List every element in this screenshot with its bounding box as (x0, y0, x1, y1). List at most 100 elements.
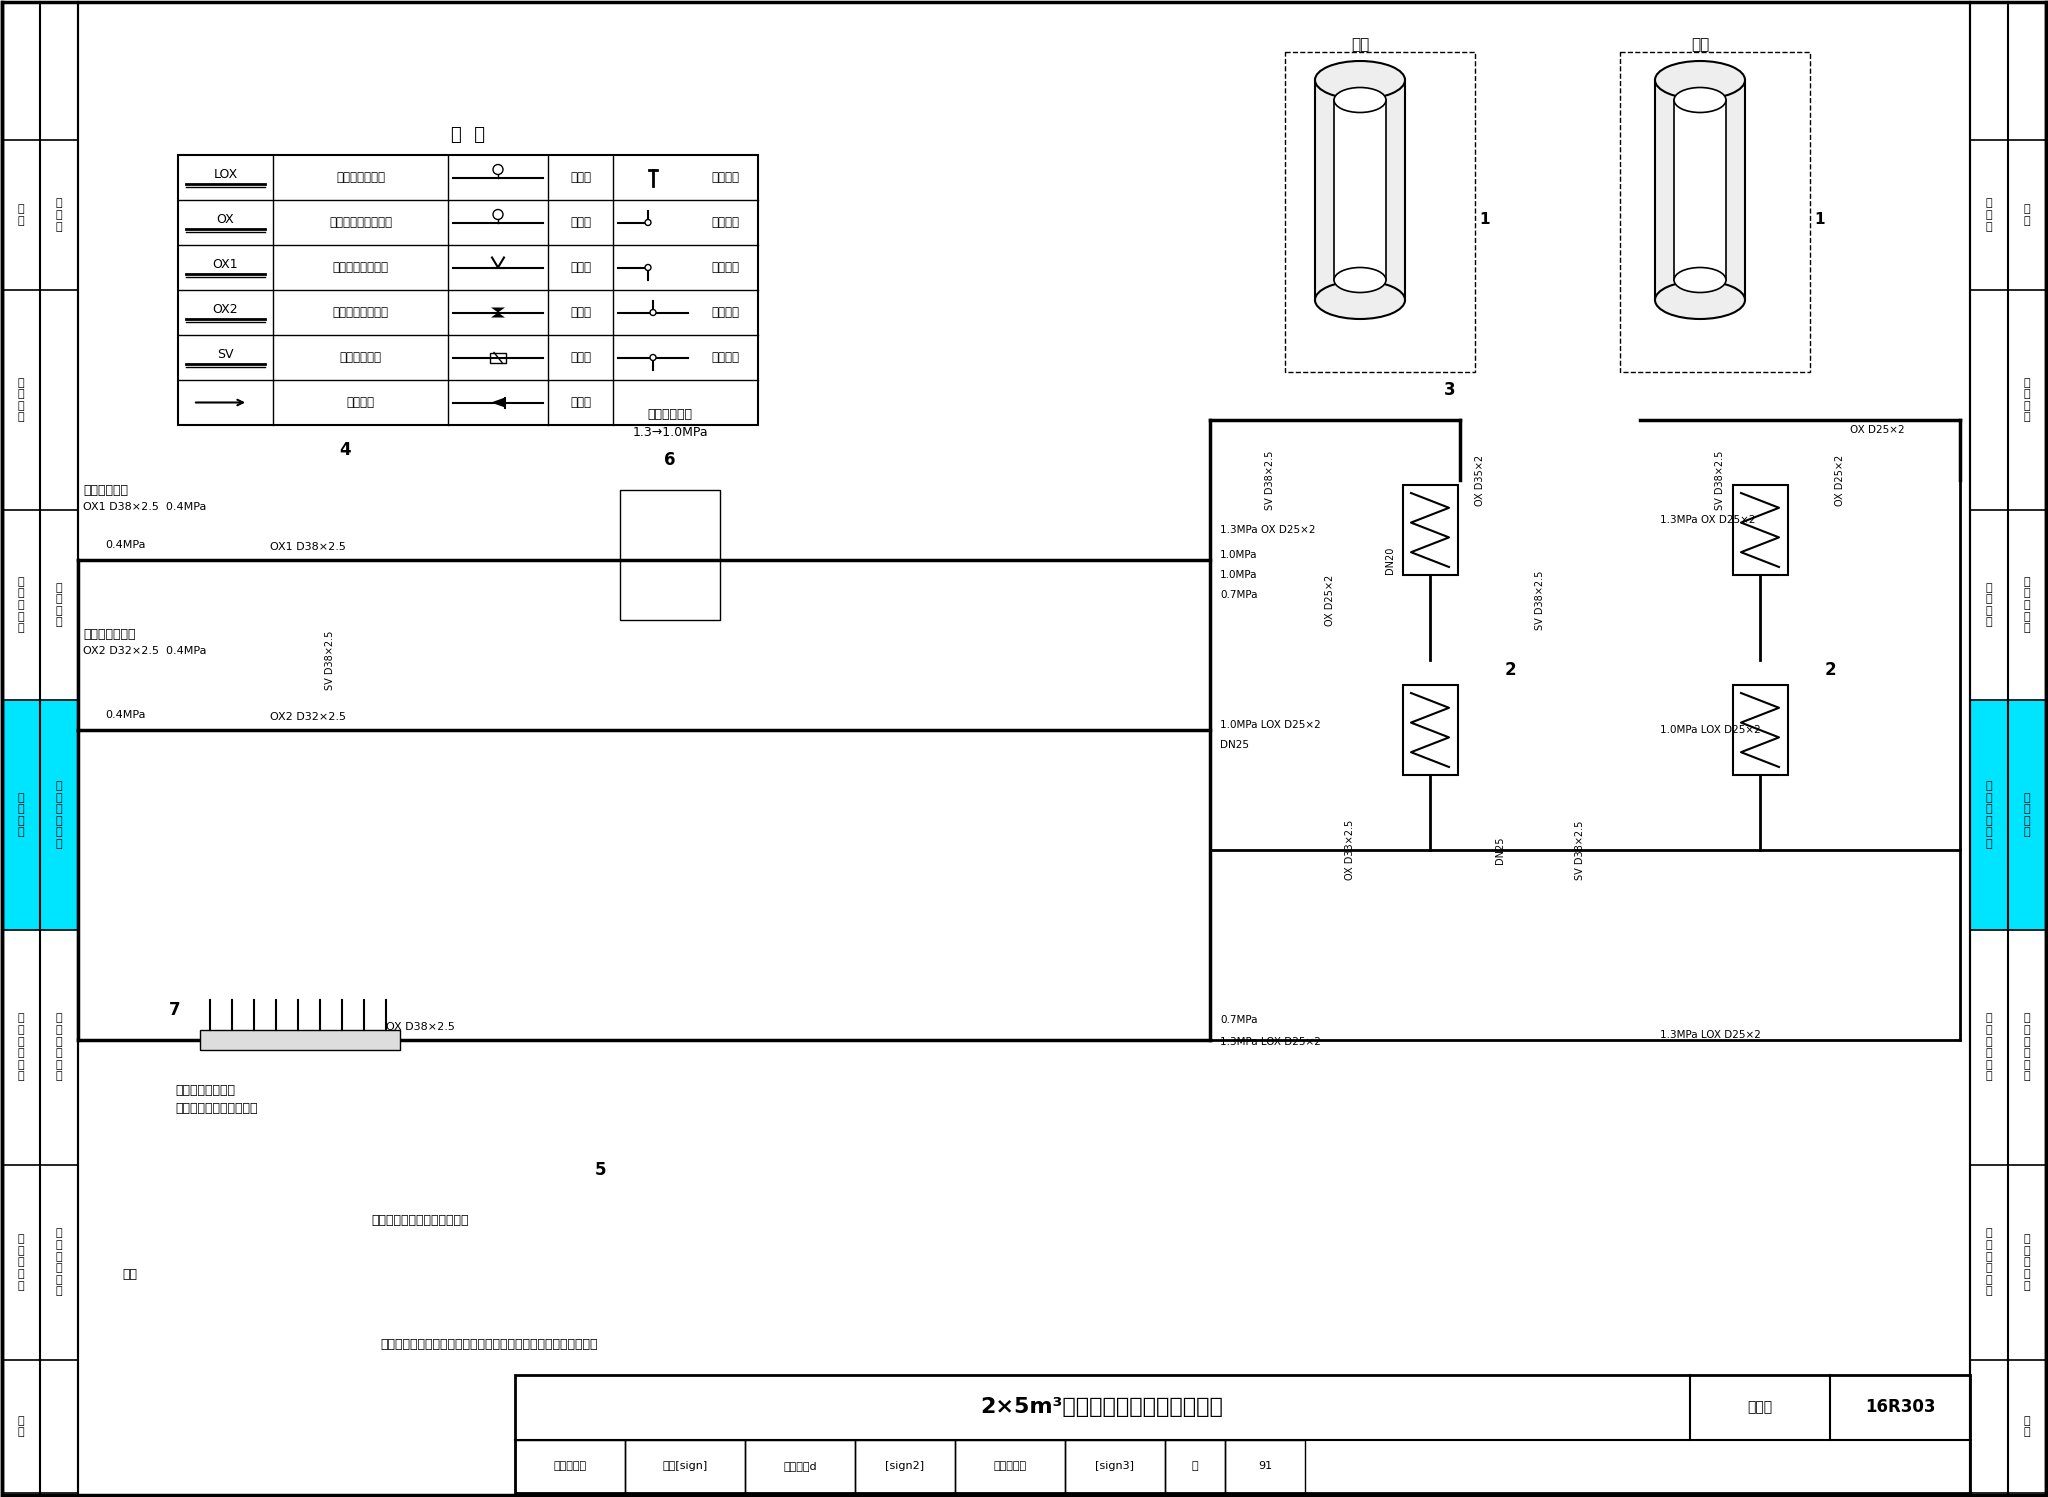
Text: OX D33×2.5: OX D33×2.5 (1346, 820, 1356, 880)
Text: 1.0MPa LOX D25×2: 1.0MPa LOX D25×2 (1221, 720, 1321, 731)
Ellipse shape (649, 310, 655, 316)
Bar (1733, 485, 1788, 575)
Text: 医
用
气
体
站
房: 医 用 气 体 站 房 (1987, 781, 1993, 849)
Text: 医
用
气
体
站
房: 医 用 气 体 站 房 (55, 781, 61, 849)
Text: 附
录: 附 录 (18, 1416, 25, 1437)
Text: 过滤器: 过滤器 (569, 350, 592, 364)
Text: 16R303: 16R303 (1866, 1398, 1935, 1416)
Text: OX D35×2: OX D35×2 (1475, 455, 1485, 506)
Text: 氧气管（液态）: 氧气管（液态） (336, 171, 385, 184)
Text: 医
用
气
体
设
计: 医 用 气 体 设 计 (55, 1229, 61, 1296)
Text: 图  例: 图 例 (451, 126, 485, 144)
Ellipse shape (494, 165, 504, 175)
Bar (954, 1440, 1065, 1493)
Bar (745, 1440, 854, 1493)
Text: DN20: DN20 (1384, 546, 1395, 573)
Text: 1.3MPa OX D25×2: 1.3MPa OX D25×2 (1661, 515, 1755, 525)
Text: 设
计
实
例: 设 计 实 例 (18, 792, 25, 837)
Text: [sign3]: [sign3] (1096, 1461, 1135, 1472)
Text: 医用氧气专用管路: 医用氧气专用管路 (332, 305, 389, 319)
Text: 常用: 常用 (1352, 37, 1370, 52)
Text: 制
说
明: 制 说 明 (55, 199, 61, 232)
Text: 末
端
应
用
示
例: 末 端 应 用 示 例 (18, 1013, 25, 1081)
Bar (1733, 686, 1788, 775)
Text: LOX: LOX (213, 168, 238, 181)
Text: 自力式调节阀: 自力式调节阀 (647, 409, 692, 422)
Text: 医
用
气
体
设
计: 医 用 气 体 设 计 (1987, 1229, 1993, 1296)
Ellipse shape (1315, 281, 1405, 319)
Text: 1.0MPa LOX D25×2: 1.0MPa LOX D25×2 (1661, 725, 1761, 735)
Ellipse shape (1315, 61, 1405, 99)
Text: 2×5m³液氧贮罐液氧站工艺系统图: 2×5m³液氧贮罐液氧站工艺系统图 (981, 1397, 1223, 1418)
Text: OX2 D32×2.5  0.4MPa: OX2 D32×2.5 0.4MPa (84, 647, 207, 656)
Bar (1065, 1440, 1165, 1493)
Text: 与
施
工
说
明: 与 施 工 说 明 (2023, 1235, 2030, 1290)
Ellipse shape (645, 220, 651, 226)
Text: 安全阀放空管: 安全阀放空管 (340, 350, 381, 364)
Text: SV D38×2.5: SV D38×2.5 (1266, 451, 1276, 509)
Bar (1655, 79, 1745, 299)
Ellipse shape (1655, 281, 1745, 319)
Text: 1: 1 (1481, 213, 1491, 228)
Text: 常闭: 常闭 (123, 1268, 137, 1281)
Text: 目
录: 目 录 (2023, 204, 2030, 226)
Text: 接至各用气点: 接至各用气点 (84, 484, 127, 497)
Text: OX1 D38×2.5  0.4MPa: OX1 D38×2.5 0.4MPa (84, 501, 207, 512)
Text: OX1 D38×2.5: OX1 D38×2.5 (270, 542, 346, 552)
Text: 应急备用氧气接自: 应急备用氧气接自 (174, 1084, 236, 1096)
Text: 制图[sign]: 制图[sign] (662, 1461, 709, 1472)
Text: 1.0MPa: 1.0MPa (1221, 570, 1257, 579)
Text: 设
计
技
术: 设 计 技 术 (55, 582, 61, 627)
Bar (854, 1440, 954, 1493)
Text: 5: 5 (594, 1162, 606, 1180)
Bar (1315, 79, 1405, 299)
Text: OX2: OX2 (213, 302, 238, 316)
Text: SV D38×2.5: SV D38×2.5 (1714, 451, 1724, 509)
Polygon shape (492, 307, 506, 317)
Bar (1284, 52, 1475, 371)
Text: 下出三通: 下出三通 (711, 350, 739, 364)
Text: 2: 2 (1825, 662, 1835, 680)
Ellipse shape (1673, 87, 1726, 112)
Text: 制
说
明: 制 说 明 (1987, 199, 1993, 232)
Bar (621, 490, 721, 620)
Text: 常用氧气源非正常工作时开启: 常用氧气源非正常工作时开启 (371, 1214, 469, 1226)
Text: 相
关
术
语: 相 关 术 语 (2023, 377, 2030, 422)
Ellipse shape (645, 265, 651, 271)
Ellipse shape (649, 355, 655, 361)
Text: 原
则
与
要
点: 原 则 与 要 点 (18, 576, 25, 633)
Bar (514, 1376, 1970, 1493)
Bar (1333, 100, 1386, 280)
Text: 0.4MPa: 0.4MPa (104, 540, 145, 549)
Bar (514, 1440, 625, 1493)
Text: 医
院
医
用
气
体: 医 院 医 用 气 体 (55, 1013, 61, 1081)
Text: 截止阀: 截止阀 (569, 305, 592, 319)
Text: OX D25×2: OX D25×2 (1849, 425, 1905, 436)
Text: OX D25×2: OX D25×2 (1835, 455, 1845, 506)
Polygon shape (492, 398, 506, 407)
Text: OX D25×2: OX D25×2 (1325, 575, 1335, 626)
Text: 校对衰峎d: 校对衰峎d (782, 1461, 817, 1472)
Bar (1403, 686, 1458, 775)
Text: 原
则
与
要
点: 原 则 与 要 点 (2023, 576, 2030, 633)
Text: 压力表: 压力表 (569, 171, 592, 184)
Text: 压差表: 压差表 (569, 216, 592, 229)
Text: 上出三通: 上出三通 (711, 305, 739, 319)
Text: 附
录: 附 录 (2023, 1416, 2030, 1437)
Text: 止回阀: 止回阀 (569, 397, 592, 409)
Text: SV D38×2.5: SV D38×2.5 (1536, 570, 1544, 630)
Ellipse shape (1333, 268, 1386, 292)
Text: 91: 91 (1257, 1461, 1272, 1472)
Bar (625, 1440, 745, 1493)
Ellipse shape (1333, 87, 1386, 112)
Text: SV: SV (217, 347, 233, 361)
Text: 接至洁净手术部: 接至洁净手术部 (84, 629, 135, 642)
Text: 医用氧气管（气态）: 医用氧气管（气态） (330, 216, 391, 229)
Text: 目
录: 目 录 (18, 204, 25, 226)
Text: 末
端
应
用
示
例: 末 端 应 用 示 例 (2023, 1013, 2030, 1081)
Text: 管道放空: 管道放空 (711, 171, 739, 184)
Text: 备用: 备用 (1692, 37, 1710, 52)
Text: 医
院
医
用
气
体: 医 院 医 用 气 体 (1987, 1013, 1993, 1081)
Text: OX1: OX1 (213, 257, 238, 271)
Bar (178, 156, 758, 425)
